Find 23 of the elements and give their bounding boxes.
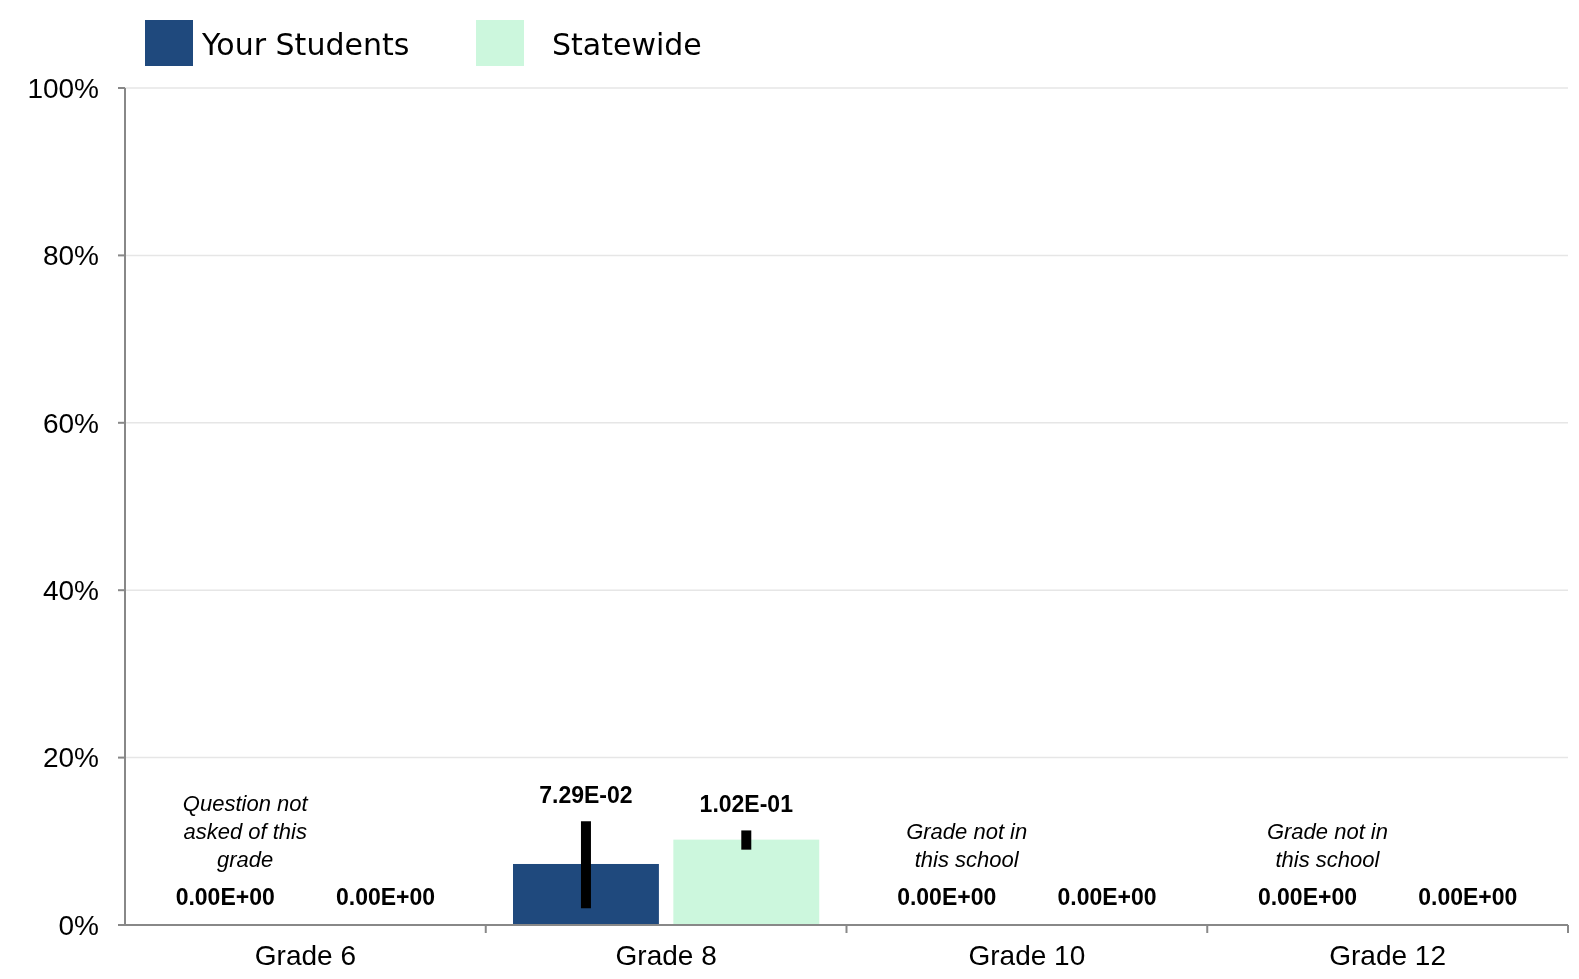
data-label: 7.29E-02 bbox=[539, 782, 633, 809]
y-tick-label: 100% bbox=[27, 72, 99, 104]
data-label: 0.00E+00 bbox=[1418, 884, 1518, 910]
annotation: Grade not in this school bbox=[906, 819, 1028, 872]
data-label: 0.00E+00 bbox=[1257, 884, 1358, 910]
x-tick-label: Grade 6 bbox=[254, 940, 356, 971]
data-label: 0.00E+00 bbox=[1057, 884, 1157, 910]
y-tick-label: 40% bbox=[42, 575, 99, 606]
data-label: 1.02E-01 bbox=[699, 791, 794, 818]
y-tick-label: 0% bbox=[58, 909, 99, 941]
data-label: 0.00E+00 bbox=[897, 884, 997, 910]
y-tick-label: 20% bbox=[42, 742, 99, 774]
legend-label: Your Students bbox=[201, 26, 410, 62]
data-label: 0.00E+00 bbox=[335, 884, 436, 910]
legend-label: Statewide bbox=[552, 26, 702, 62]
x-tick-label: Grade 12 bbox=[1329, 940, 1446, 971]
x-tick-label: Grade 8 bbox=[615, 940, 717, 971]
y-tick-label: 80% bbox=[42, 240, 99, 272]
annotation: Grade not in this school bbox=[1266, 819, 1388, 872]
y-tick-label: 60% bbox=[42, 407, 99, 439]
x-tick-label: Grade 10 bbox=[968, 940, 1086, 971]
data-label: 0.00E+00 bbox=[175, 884, 275, 910]
annotation: Question not asked of this grade bbox=[182, 791, 309, 872]
